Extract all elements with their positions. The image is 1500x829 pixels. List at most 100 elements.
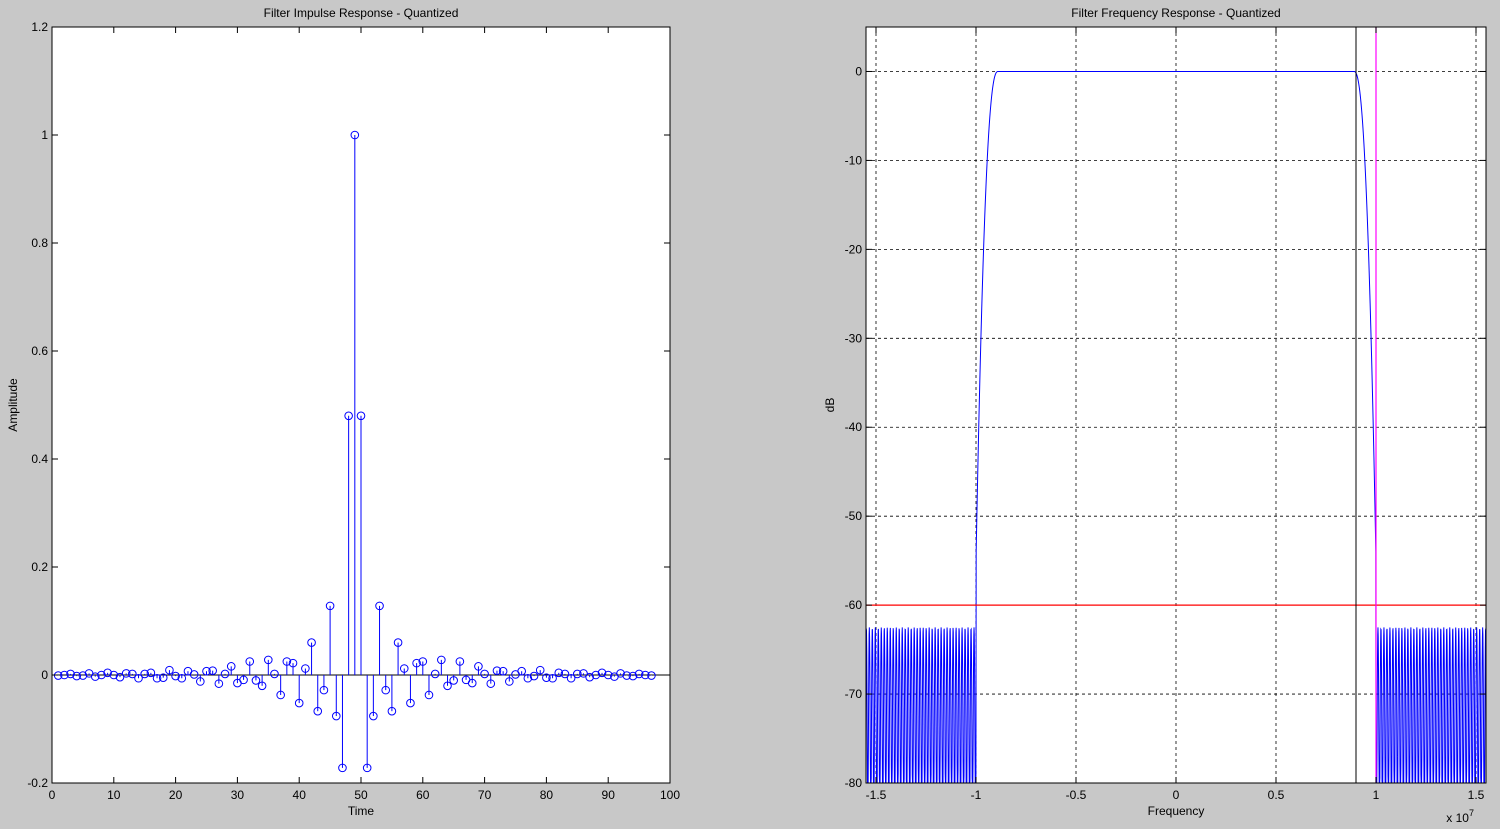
stem-marker bbox=[270, 669, 279, 679]
stem-marker bbox=[517, 666, 526, 676]
x-tick-label: 10 bbox=[107, 788, 121, 802]
x-axis-label: Time bbox=[348, 804, 375, 818]
stem-marker bbox=[437, 655, 446, 665]
stem-marker bbox=[152, 673, 162, 683]
stem-marker bbox=[628, 671, 638, 681]
y-tick-label: 0.6 bbox=[31, 344, 48, 358]
stem-marker bbox=[115, 672, 125, 682]
stem-marker bbox=[78, 671, 88, 680]
stem-marker bbox=[634, 669, 644, 679]
stem-marker bbox=[399, 664, 409, 673]
stem-marker bbox=[412, 658, 421, 668]
stem-marker bbox=[245, 657, 255, 666]
stem-marker bbox=[554, 668, 564, 678]
stem-marker bbox=[66, 669, 75, 679]
y-tick-label: -80 bbox=[845, 776, 863, 790]
y-tick-label: 0 bbox=[41, 668, 48, 682]
x-tick-label: 60 bbox=[416, 788, 430, 802]
stem-marker bbox=[387, 706, 397, 716]
stem-marker bbox=[177, 673, 187, 683]
y-axis-label: Amplitude bbox=[6, 378, 20, 432]
stem-marker bbox=[134, 673, 143, 683]
stem-marker bbox=[214, 679, 224, 688]
stem-marker bbox=[171, 671, 180, 681]
impulse-response-axes: 0 10 20 30 40 50 60 70 80 90 100-0.200.20.40.60.81… bbox=[6, 6, 680, 818]
stem-marker bbox=[585, 672, 594, 682]
stem-marker bbox=[294, 698, 304, 708]
stem-marker bbox=[158, 673, 168, 683]
stem-marker bbox=[566, 673, 576, 683]
x-tick-label: -0.5 bbox=[1066, 788, 1087, 802]
chart-title: Filter Frequency Response - Quantized bbox=[1071, 6, 1280, 20]
y-axis-label: dB bbox=[823, 398, 837, 413]
stem-marker bbox=[480, 669, 489, 679]
stem-marker bbox=[90, 672, 100, 681]
stem-marker bbox=[128, 669, 137, 679]
x-tick-label: -1 bbox=[971, 788, 982, 802]
y-tick-label: 1.2 bbox=[31, 20, 48, 34]
y-tick-label: -20 bbox=[845, 242, 863, 256]
stem-marker bbox=[331, 711, 341, 721]
stem-marker bbox=[375, 601, 384, 611]
stem-marker bbox=[344, 411, 353, 421]
stem-marker bbox=[603, 670, 613, 680]
stem-marker bbox=[239, 675, 248, 685]
stem-marker bbox=[319, 685, 329, 695]
y-tick-label: -0.2 bbox=[27, 776, 48, 790]
stem-marker bbox=[282, 657, 292, 666]
stem-marker bbox=[165, 665, 174, 675]
y-tick-label: -10 bbox=[845, 153, 863, 167]
stem-marker bbox=[542, 673, 551, 683]
stem-marker bbox=[467, 678, 477, 688]
y-tick-label: -50 bbox=[845, 509, 863, 523]
stem-marker bbox=[109, 670, 119, 680]
stem-marker bbox=[579, 669, 588, 678]
stem-marker bbox=[418, 657, 428, 666]
stem-marker bbox=[288, 658, 298, 668]
y-tick-label: -60 bbox=[845, 598, 863, 612]
stem-marker bbox=[560, 669, 570, 679]
stem-marker bbox=[474, 662, 483, 671]
stem-marker bbox=[53, 671, 63, 680]
stem-marker bbox=[529, 671, 539, 681]
stem-marker bbox=[381, 685, 391, 695]
x-tick-label: 1.5 bbox=[1468, 788, 1485, 802]
stem-marker bbox=[196, 677, 205, 686]
x-tick-label: 30 bbox=[231, 788, 245, 802]
stem-marker bbox=[647, 671, 656, 680]
stem-marker bbox=[202, 666, 211, 676]
stem-marker bbox=[325, 601, 335, 611]
stem-marker bbox=[60, 670, 69, 680]
x-tick-label: 1 bbox=[1373, 788, 1380, 802]
stem-marker bbox=[505, 677, 514, 686]
x-tick-label: 80 bbox=[540, 788, 554, 802]
stem-marker bbox=[350, 130, 360, 140]
stem-marker bbox=[597, 668, 607, 678]
frequency-response-axes: -1.5 -1 -0.5 0 0.5 1 1.5 -80 -70 -60 -50 -40 -30 -20 -… bbox=[823, 6, 1487, 825]
stem-marker bbox=[430, 669, 440, 679]
stem-marker bbox=[220, 669, 230, 679]
y-tick-label: 0.4 bbox=[31, 452, 48, 466]
stem-marker bbox=[424, 690, 434, 700]
stem-marker bbox=[622, 671, 632, 680]
stem-marker bbox=[406, 698, 415, 708]
stem-marker bbox=[616, 669, 625, 678]
y-tick-label: 0.8 bbox=[31, 236, 48, 250]
stem-marker bbox=[573, 669, 582, 679]
stem-marker bbox=[393, 638, 403, 647]
stem-marker bbox=[313, 706, 323, 716]
y-tick-label: 0 bbox=[855, 64, 862, 78]
stem-marker bbox=[362, 763, 372, 773]
x-tick-label: -1.5 bbox=[866, 788, 887, 802]
chart-title: Filter Impulse Response - Quantized bbox=[264, 6, 459, 20]
stem-marker bbox=[251, 676, 261, 685]
stem-marker bbox=[226, 662, 236, 671]
stem-marker bbox=[146, 668, 156, 678]
y-tick-label: -70 bbox=[845, 687, 863, 701]
stem-marker bbox=[301, 664, 310, 673]
stem-marker bbox=[189, 670, 199, 679]
x-tick-label: 50 bbox=[354, 788, 368, 802]
y-tick-label: 0.2 bbox=[31, 560, 48, 574]
x-axis-multiplier: x 107 bbox=[1446, 808, 1474, 825]
